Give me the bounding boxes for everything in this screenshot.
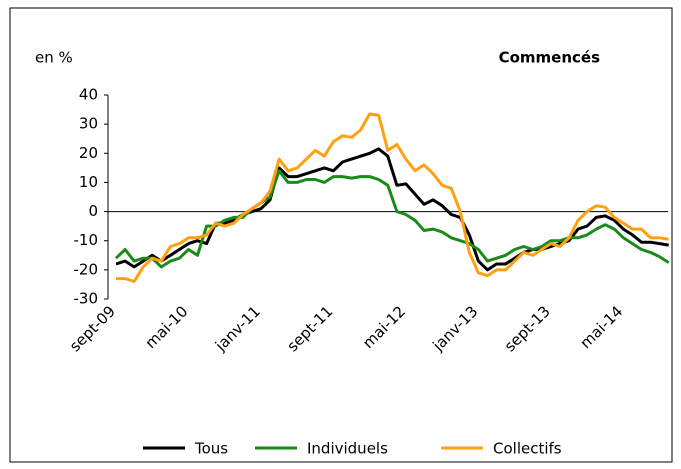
y-tick-label: 0 — [88, 202, 98, 220]
series-line — [115, 147, 669, 272]
y-tick-label: -10 — [74, 231, 99, 249]
legend-label: Tous — [194, 440, 228, 458]
y-tick-label: -30 — [74, 290, 99, 308]
y-tick-label: 10 — [79, 173, 98, 191]
y-tick-label: 30 — [79, 115, 98, 133]
y-tick-label: 20 — [79, 144, 98, 162]
chart-title: Commencés — [499, 49, 600, 67]
legend-label: Individuels — [307, 440, 388, 458]
series-line — [114, 169, 670, 269]
y-tick-label: 40 — [79, 86, 98, 104]
series-line — [116, 112, 669, 283]
y-tick-label: -20 — [74, 260, 99, 278]
y-axis-label: en % — [35, 49, 73, 67]
legend-label: Collectifs — [493, 440, 562, 458]
frame — [9, 7, 673, 463]
